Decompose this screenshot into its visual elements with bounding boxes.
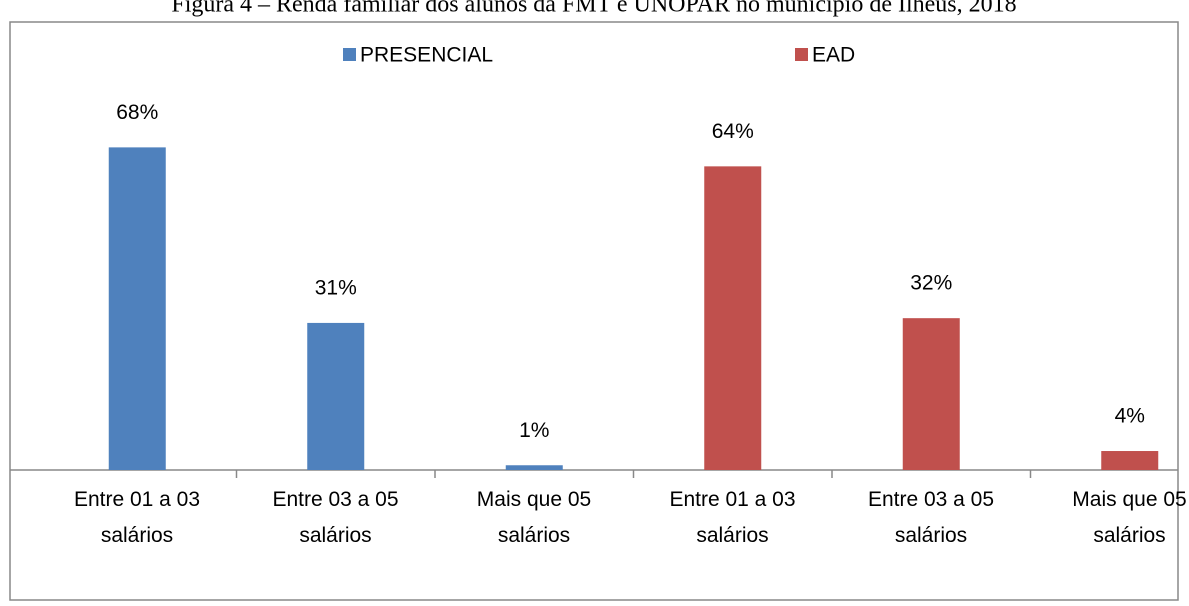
bar [108,147,166,470]
x-tick-label: Entre 01 a 03 salários [73,488,201,547]
chart-title: Figura 4 – Renda familiar dos alunos da … [171,0,1016,18]
x-tick-label: Mais que 05 salários [1072,488,1187,547]
x-tick-label: Entre 03 a 05 salários [867,488,995,547]
bar [505,465,563,470]
x-tick-label: Entre 03 a 05 salários [272,488,399,547]
bar [704,166,762,470]
bar [902,318,960,470]
data-label: 4% [1115,405,1145,428]
bar [1101,451,1159,470]
data-label: 68% [116,101,158,124]
legend-label: PRESENCIAL [360,44,493,67]
x-tick-label: Entre 01 a 03 salários [669,488,796,547]
data-label: 64% [712,120,754,143]
legend-swatch [795,48,808,61]
data-label: 31% [315,276,357,299]
data-label: 32% [910,272,952,295]
chart-frame [9,21,1179,601]
data-label: 1% [519,419,549,442]
bar [307,322,365,470]
x-tick-label: Mais que 05 salários [476,488,592,547]
legend-swatch [343,48,356,61]
legend-label: EAD [812,44,855,67]
